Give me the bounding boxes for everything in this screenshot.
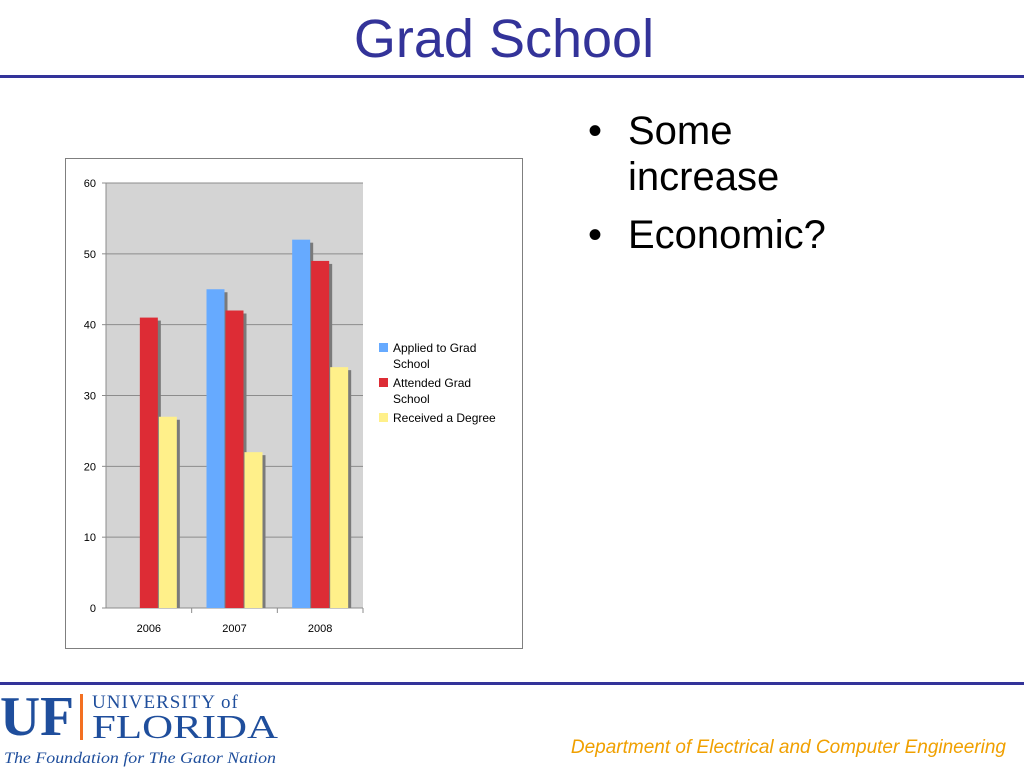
slide-title: Grad School: [353, 9, 655, 69]
bar: [244, 452, 263, 608]
bar: [330, 367, 349, 608]
uf-logo-divider: [80, 694, 83, 740]
y-tick-label: 30: [84, 391, 96, 403]
uf-logo-mark: UF: [0, 688, 74, 748]
legend-swatch: [379, 378, 388, 387]
bar: [158, 416, 177, 608]
chart-legend: Applied to Grad School Attended Grad School…: [379, 341, 496, 425]
department-name: Department of Electrical and Computer En…: [570, 737, 1006, 758]
bar: [206, 289, 225, 608]
uf-logo-university: UNIVERSITY of: [92, 692, 239, 713]
legend-swatch: [379, 413, 388, 422]
y-tick-label: 50: [84, 249, 96, 261]
bullet-item: Some increase: [588, 108, 888, 200]
bar: [225, 310, 244, 608]
y-tick-label: 10: [84, 532, 96, 544]
bullet-item: Economic?: [588, 212, 888, 258]
uf-logo: UF UNIVERSITY of FLORIDA The Foundation …: [0, 688, 279, 767]
x-tick-label: 2008: [308, 623, 332, 635]
legend-swatch: [379, 343, 388, 352]
uf-logo-florida: FLORIDA: [92, 709, 279, 746]
y-tick-label: 60: [84, 178, 96, 190]
chart-frame: 0 10 20 30 40 50 60 2006 2007 2008 Applied to Grad…: [65, 158, 523, 649]
footer-divider: [0, 682, 1024, 685]
y-tick-label: 20: [84, 461, 96, 473]
bar: [311, 260, 330, 608]
legend-label: Applied to Grad School: [393, 341, 476, 371]
x-tick-label: 2007: [222, 623, 246, 635]
bar: [139, 317, 158, 608]
y-tick-label: 0: [90, 603, 96, 615]
legend-label: Received a Degree: [393, 411, 496, 425]
x-tick-label: 2006: [137, 623, 161, 635]
title-divider: [0, 75, 1024, 78]
bar-chart: 0 10 20 30 40 50 60 2006 2007 2008 Applied to Grad…: [84, 178, 496, 635]
bar: [292, 239, 311, 608]
uf-logo-tagline: The Foundation for The Gator Nation: [4, 750, 276, 767]
bullet-list: Some increase Economic?: [588, 108, 888, 270]
y-tick-label: 40: [84, 320, 96, 332]
legend-label: Attended Grad School: [393, 376, 471, 406]
